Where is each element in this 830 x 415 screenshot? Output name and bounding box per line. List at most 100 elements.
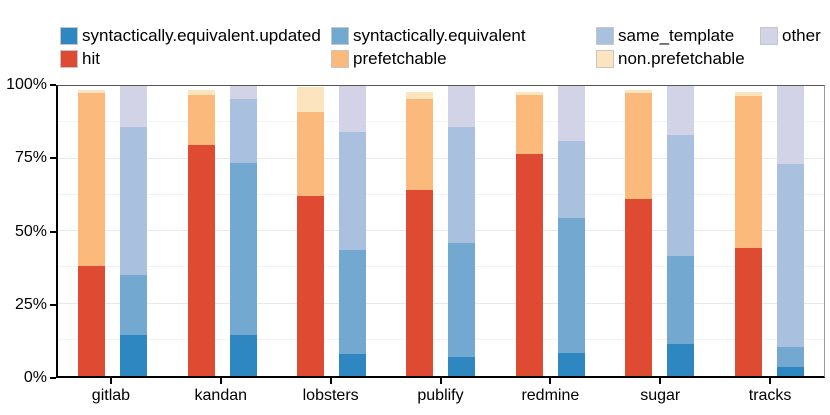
bar-segment-other (448, 86, 476, 127)
x-category-tracks: tracks (715, 378, 825, 414)
bar-segment-syntactically-equivalent-updated (667, 344, 695, 376)
y-tick-label: 0% (23, 369, 47, 386)
bar-segment-prefetchable (406, 99, 434, 191)
bar-segment-syntactically-equivalent (776, 347, 804, 368)
stacked-bar-equivalence (776, 86, 804, 376)
stacked-bar-equivalence (229, 86, 257, 376)
x-tick-label: gitlab (91, 387, 131, 404)
legend-item-same-template: same_template (596, 25, 760, 47)
bar-segment-hit (734, 248, 762, 376)
stacked-bar-equivalence (667, 86, 695, 376)
bar-segment-same-template (229, 99, 257, 163)
legend: syntactically.equivalent.updated hit synta… (60, 25, 828, 70)
legend-item-syntactically-equivalent: syntactically.equivalent (331, 25, 596, 47)
y-tick-mark (50, 84, 56, 86)
bar-group-tracks (715, 86, 824, 376)
legend-item-non-prefetchable: non.prefetchable (596, 48, 760, 70)
bar-segment-hit (78, 265, 106, 376)
plot-area (56, 85, 825, 378)
x-category-kandan: kandan (166, 378, 276, 414)
bar-segment-non-prefetchable (515, 91, 543, 95)
stacked-bar-equivalence (120, 86, 148, 376)
y-tick-label: 75% (14, 149, 47, 167)
bar-segment-other (557, 86, 585, 142)
y-tick: 0% (24, 369, 56, 387)
legend-label: prefetchable (353, 49, 447, 68)
legend-swatch (760, 27, 778, 45)
x-category-redmine: redmine (495, 378, 605, 414)
y-tick: 75% (15, 149, 56, 167)
bar-segment-other (776, 86, 804, 165)
stacked-bar-prefetch-outcome (406, 86, 434, 376)
bar-segment-other (667, 86, 695, 136)
y-tick-label: 100% (6, 76, 47, 93)
stacked-bar-prefetch-outcome (625, 86, 653, 376)
legend-label: same_template (618, 26, 735, 45)
bar-segment-same-template (448, 126, 476, 243)
bar-segment-syntactically-equivalent (339, 249, 367, 355)
y-tick: 50% (15, 223, 56, 241)
bar-group-sugar (605, 86, 714, 376)
bar-segment-non-prefetchable (187, 90, 215, 95)
legend-item-hit: hit (60, 48, 331, 70)
legend-item-prefetchable: prefetchable (331, 48, 596, 70)
bar-segment-non-prefetchable (297, 87, 325, 113)
bar-segment-hit (515, 154, 543, 376)
legend-label: non.prefetchable (618, 49, 745, 68)
bar-segment-syntactically-equivalent (557, 217, 585, 353)
bar-segment-non-prefetchable (625, 90, 653, 94)
gridline (58, 230, 824, 231)
bar-segment-syntactically-equivalent (667, 255, 695, 345)
bar-segment-prefetchable (515, 94, 543, 155)
bar-segment-other (120, 86, 148, 127)
bar-segment-same-template (339, 132, 367, 250)
legend-label: syntactically.equivalent.updated (82, 26, 321, 45)
bar-segment-same-template (557, 141, 585, 218)
chart: 0% 25% 50% 75% 100% gitlab kandan lobsters publ… (0, 76, 825, 414)
gridline (58, 121, 824, 123)
bar-group-publify (386, 86, 495, 376)
bar-segment-syntactically-equivalent-updated (776, 367, 804, 376)
bar-group-kandan (167, 86, 276, 376)
x-tick-label: tracks (748, 387, 792, 404)
stacked-bar-equivalence (557, 86, 585, 376)
bar-segment-syntactically-equivalent-updated (120, 335, 148, 376)
bar-segment-syntactically-equivalent (448, 242, 476, 358)
bar-group-redmine (496, 86, 605, 376)
y-axis: 0% 25% 50% 75% 100% (0, 76, 56, 386)
bar-segment-prefetchable (187, 94, 215, 146)
legend-swatch (331, 27, 349, 45)
x-tick-label: lobsters (302, 387, 359, 404)
bar-segment-syntactically-equivalent (229, 162, 257, 336)
x-tick-mark (109, 378, 112, 384)
gridline (58, 157, 824, 159)
bar-segment-syntactically-equivalent (120, 274, 148, 336)
legend-item-syntactically-equivalent-updated: syntactically.equivalent.updated (60, 25, 331, 47)
y-tick-mark (50, 157, 56, 160)
y-tick-mark (50, 377, 56, 379)
stacked-bar-prefetch-outcome (734, 86, 762, 376)
bar-segment-hit (187, 145, 215, 376)
legend-swatch (596, 27, 614, 45)
x-tick-mark (219, 378, 222, 384)
x-category-sugar: sugar (605, 378, 715, 414)
bar-segment-hit (297, 196, 325, 376)
bar-segment-syntactically-equivalent-updated (339, 354, 367, 376)
bar-segment-same-template (120, 126, 148, 275)
bar-segment-other (229, 86, 257, 100)
bar-segment-prefetchable (78, 93, 106, 266)
x-tick-mark (549, 378, 552, 384)
x-tick-label: publify (417, 387, 464, 404)
bar-segment-prefetchable (297, 112, 325, 197)
gridline (58, 302, 824, 304)
x-tick-mark (329, 378, 332, 384)
y-tick-mark (50, 303, 56, 306)
legend-swatch (60, 27, 78, 45)
legend-swatch (596, 50, 614, 68)
stacked-bar-prefetch-outcome (78, 86, 106, 376)
stacked-bar-prefetch-outcome (297, 86, 325, 376)
bar-segment-non-prefetchable (406, 91, 434, 100)
bar-segment-prefetchable (734, 96, 762, 249)
bar-segment-same-template (776, 164, 804, 347)
stacked-bar-equivalence (448, 86, 476, 376)
